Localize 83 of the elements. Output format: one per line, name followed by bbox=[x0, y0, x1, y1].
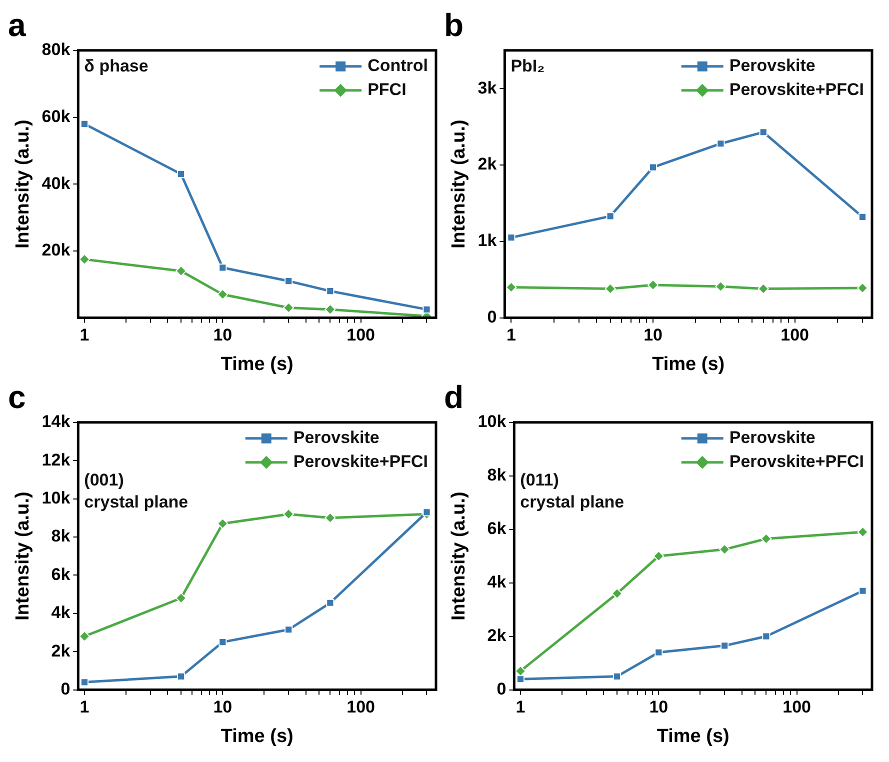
y-tick-label: 4k bbox=[487, 572, 507, 592]
x-axis-title: Time (s) bbox=[652, 354, 725, 375]
x-tick-label: 1 bbox=[516, 698, 526, 717]
y-tick-label: 80k bbox=[42, 40, 71, 60]
point bbox=[80, 678, 89, 686]
x-axis-title: Time (s) bbox=[220, 726, 294, 747]
y-tick-label: 3k bbox=[478, 78, 498, 98]
point bbox=[422, 508, 431, 516]
point bbox=[857, 282, 868, 294]
point bbox=[648, 279, 659, 290]
legend-label: Perovskite+PFCI bbox=[293, 452, 428, 472]
x-axis-title: Time (s) bbox=[220, 354, 294, 375]
point bbox=[217, 518, 228, 530]
x-tick-label: 10 bbox=[213, 326, 232, 345]
point bbox=[720, 642, 729, 650]
y-tick-label: 6k bbox=[51, 564, 71, 584]
y-tick-label: 0 bbox=[487, 307, 497, 326]
chart-title: c bbox=[8, 379, 26, 416]
point bbox=[716, 140, 725, 148]
legend-label: PFCI bbox=[368, 80, 406, 100]
x-tick-label: 10 bbox=[649, 698, 668, 717]
point bbox=[516, 675, 525, 684]
y-axis-title: Intensity (a.u.) bbox=[448, 492, 470, 620]
y-tick-label: 14k bbox=[42, 412, 71, 432]
x-tick-label: 100 bbox=[346, 326, 376, 345]
point bbox=[507, 234, 516, 242]
y-tick-label: 0 bbox=[496, 679, 506, 698]
legend-label: Perovskite+PFCI bbox=[729, 80, 864, 100]
y-tick-label: 8k bbox=[487, 466, 507, 485]
annotation: crystal plane bbox=[520, 492, 624, 512]
point bbox=[858, 586, 867, 595]
x-tick-label: 100 bbox=[346, 698, 376, 717]
chart-title: a bbox=[8, 7, 26, 44]
y-tick-label: 1k bbox=[478, 231, 498, 250]
point bbox=[858, 212, 867, 221]
y-tick-label: 4k bbox=[51, 603, 71, 622]
y-tick-label: 2k bbox=[51, 641, 71, 660]
x-tick-label: 10 bbox=[644, 326, 662, 345]
chart-title: b bbox=[444, 7, 464, 44]
point bbox=[719, 544, 730, 555]
y-tick-label: 60k bbox=[42, 106, 71, 126]
legend-label: Perovskite bbox=[293, 428, 380, 448]
annotation: (001) bbox=[84, 470, 124, 490]
point bbox=[506, 282, 517, 293]
point bbox=[654, 648, 663, 656]
y-tick-label: 40k bbox=[42, 174, 71, 193]
legend-label: Control bbox=[368, 56, 428, 76]
y-tick-label: 0 bbox=[60, 679, 70, 698]
y-tick-label: 2k bbox=[478, 154, 498, 174]
annotation: crystal plane bbox=[84, 492, 188, 512]
annotation: δ phase bbox=[84, 56, 148, 76]
point bbox=[218, 638, 227, 646]
point bbox=[648, 163, 658, 172]
legend-label: Perovskite bbox=[729, 56, 816, 76]
y-tick-label: 8k bbox=[51, 526, 71, 546]
y-axis-title: Intensity (a.u.) bbox=[12, 120, 34, 248]
legend-label: Perovskite+PFCI bbox=[729, 452, 864, 472]
chart-title: d bbox=[444, 379, 464, 416]
point bbox=[284, 626, 293, 634]
x-tick-label: 100 bbox=[780, 326, 810, 345]
x-axis-title: Time (s) bbox=[656, 726, 730, 747]
y-axis-title: Intensity (a.u.) bbox=[448, 120, 470, 248]
annotation: (011) bbox=[520, 470, 559, 490]
y-tick-label: 20k bbox=[42, 240, 71, 260]
legend-label: Perovskite bbox=[729, 428, 816, 448]
x-tick-label: 1 bbox=[506, 326, 516, 345]
annotation: PbI₂ bbox=[510, 56, 545, 76]
point bbox=[715, 280, 726, 292]
y-tick-label: 2k bbox=[487, 626, 507, 646]
y-tick-label: 10k bbox=[42, 488, 71, 508]
y-tick-label: 12k bbox=[42, 450, 71, 470]
x-tick-label: 100 bbox=[782, 698, 812, 717]
y-tick-label: 6k bbox=[487, 519, 507, 538]
x-tick-label: 1 bbox=[80, 326, 90, 345]
point bbox=[283, 508, 294, 520]
point bbox=[514, 666, 526, 677]
point bbox=[857, 526, 868, 538]
x-tick-label: 10 bbox=[213, 698, 232, 717]
point bbox=[78, 630, 90, 642]
point bbox=[653, 550, 664, 562]
y-axis-title: Intensity (a.u.) bbox=[12, 492, 34, 620]
y-tick-label: 10k bbox=[478, 412, 507, 432]
x-tick-label: 1 bbox=[80, 698, 90, 717]
